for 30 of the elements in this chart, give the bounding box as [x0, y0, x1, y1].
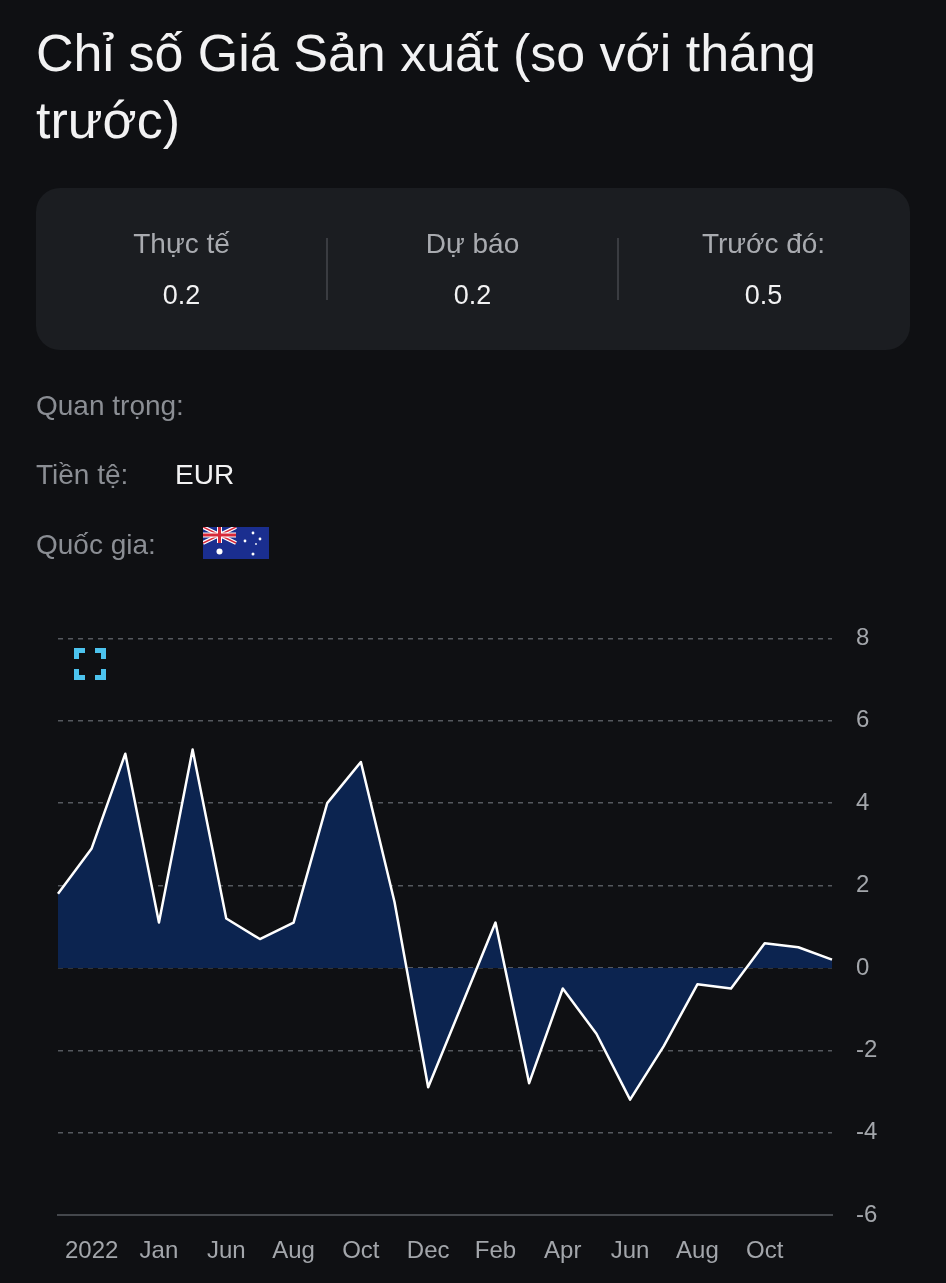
text: Quan trọng:	[36, 389, 184, 423]
text: Tiền tệ:	[36, 458, 129, 492]
text: 0.2	[452, 279, 493, 312]
x-tick-label: Oct	[342, 1236, 380, 1264]
text: Dự báo	[424, 227, 521, 261]
y-tick-label: -2	[856, 1034, 878, 1062]
x-tick-label: Dec	[406, 1236, 450, 1264]
text: Thực tế	[132, 227, 231, 261]
y-tick-label: 8	[856, 623, 870, 651]
text: EUR	[175, 458, 235, 492]
y-tick-label: -4	[856, 1117, 878, 1145]
text: 0.2	[161, 279, 202, 312]
x-tick-label: Jun	[610, 1236, 650, 1264]
y-tick-label: 2	[856, 870, 870, 898]
text: Quốc gia:	[36, 528, 156, 562]
x-tick-label: Apr	[544, 1236, 582, 1264]
x-tick-label: Oct	[746, 1236, 784, 1264]
x-tick-label: 2022	[64, 1236, 119, 1264]
text: 0.5	[743, 279, 784, 312]
y-tick-label: 6	[856, 705, 870, 733]
x-tick-label: Jun	[206, 1236, 246, 1264]
x-tick-label: Aug	[272, 1236, 315, 1264]
x-tick-label: Jan	[139, 1236, 179, 1264]
chart-title: Chỉ số Giá Sản xuất (so với tháng trước)	[36, 23, 817, 151]
x-tick-label: Aug	[676, 1236, 719, 1264]
y-tick-label: 4	[856, 787, 870, 815]
x-tick-label: Feb	[474, 1236, 517, 1264]
text: Trước đó:	[700, 227, 827, 261]
y-tick-label: -6	[856, 1199, 878, 1227]
y-tick-label: 0	[856, 952, 870, 980]
